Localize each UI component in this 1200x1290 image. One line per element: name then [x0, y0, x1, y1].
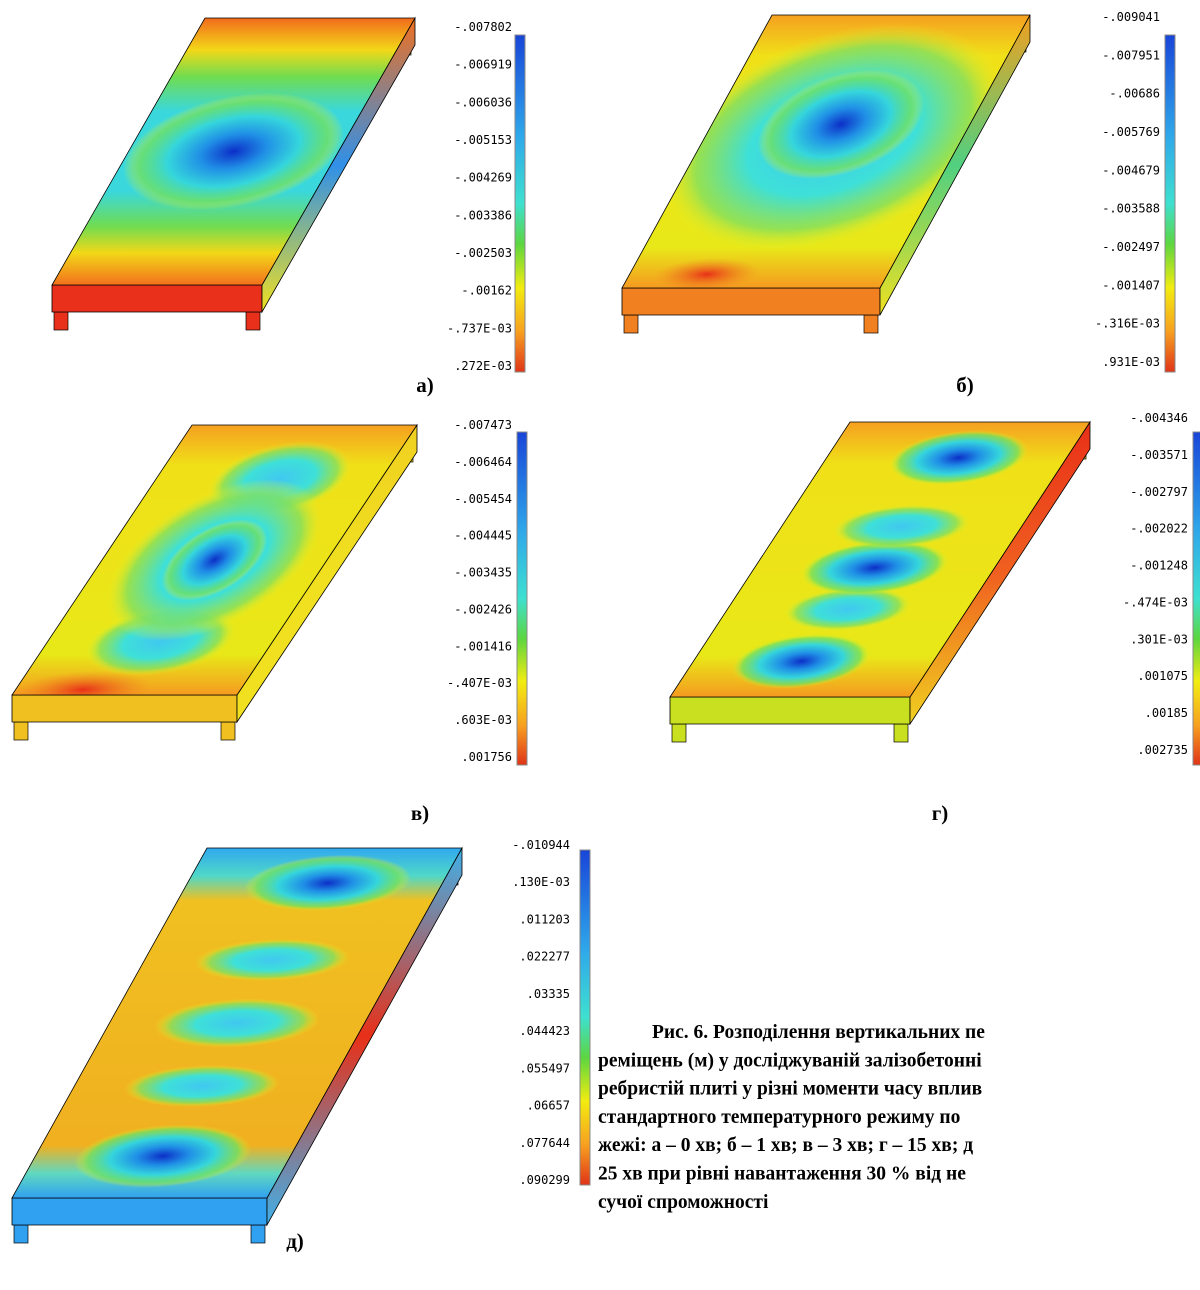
panel: -.007802 -.006919 -.006036 -.005153 -.004269… [52, 18, 525, 397]
front-face [12, 1198, 267, 1225]
panel-label: д) [286, 1229, 304, 1253]
scale-label: -.006464 [454, 455, 512, 469]
top-face [12, 848, 462, 1198]
leg [624, 315, 638, 333]
panel: -.007473 -.006464 -.005454 -.004445 -.003435… [3, 418, 527, 825]
scale-label: .001075 [1137, 669, 1188, 683]
leg [894, 724, 908, 742]
leg [672, 724, 686, 742]
scale-label: .022277 [519, 950, 570, 964]
panel-label: б) [956, 373, 974, 397]
panel: -.009041 -.007951 -.00686 -.005769 -.004679 -… [590, 10, 1175, 397]
caption-line: 25 хв при рівні навантаження 30 % від не [598, 1164, 966, 1185]
scale-label: -.001248 [1130, 559, 1188, 573]
front-face [670, 697, 910, 724]
leg [14, 1225, 28, 1243]
caption-line: стандартного температурного режиму по [598, 1107, 960, 1128]
color-scale [1193, 432, 1200, 765]
scale-label: .055497 [519, 1061, 570, 1075]
top-face [52, 18, 415, 285]
leg [251, 1225, 265, 1243]
scale-label: .090299 [519, 1173, 570, 1187]
scale-label: -.003588 [1102, 202, 1160, 216]
front-face [52, 285, 262, 312]
scale-label: -.316E-03 [1095, 317, 1160, 331]
scale-label: -.006036 [454, 95, 512, 109]
scale-label: -.002426 [454, 602, 512, 616]
caption-line: Рис. 6. Розподілення вертикальних пе [652, 1022, 985, 1043]
front-face [622, 288, 880, 315]
scale-label: -.004346 [1130, 411, 1188, 425]
leg [14, 722, 28, 740]
top-face [3, 425, 417, 709]
front-face [12, 695, 237, 722]
scale-label: -.002797 [1130, 485, 1188, 499]
scale-label: -.003571 [1130, 448, 1188, 462]
caption-line: реміщень (м) у досліджуваній залізобетон… [598, 1050, 982, 1071]
scale-label: -.007802 [454, 20, 512, 34]
scale-label: -.002022 [1130, 522, 1188, 536]
scale-label: -.474E-03 [1123, 595, 1188, 609]
scale-label: -.004679 [1102, 163, 1160, 177]
scale-label: .044423 [519, 1024, 570, 1038]
caption-line: жежі: а – 0 хв; б – 1 хв; в – 3 хв; г – … [598, 1135, 973, 1156]
scale-label: -.001416 [454, 639, 512, 653]
color-scale [580, 850, 590, 1185]
color-scale [515, 35, 525, 372]
scale-label: .06657 [527, 1099, 570, 1113]
scale-label: -.003435 [454, 566, 512, 580]
scale-label: -.004445 [454, 529, 512, 543]
panel-label: а) [416, 373, 434, 397]
panel-label: г) [932, 801, 949, 825]
top-face [590, 15, 1061, 291]
leg [246, 312, 260, 330]
scale-label: .931E-03 [1102, 355, 1160, 369]
scale-label: -.005153 [454, 133, 512, 147]
scale-label: -.737E-03 [447, 321, 512, 335]
color-scale [517, 432, 527, 765]
scale-label: .001756 [461, 750, 512, 764]
leg [864, 315, 878, 333]
scale-label: -.009041 [1102, 10, 1160, 24]
scale-label: -.003386 [454, 208, 512, 222]
figure: -.007802 -.006919 -.006036 -.005153 -.004269… [0, 0, 1200, 1290]
panel-label: в) [411, 801, 429, 825]
scale-label: .603E-03 [454, 713, 512, 727]
scale-label: -.00162 [461, 284, 512, 298]
scale-label: .03335 [527, 987, 570, 1001]
scale-label: -.010944 [512, 838, 570, 852]
scale-label: -.007951 [1102, 48, 1160, 62]
scale-label: -.007473 [454, 418, 512, 432]
top-face [670, 422, 1090, 697]
scale-label: -.005769 [1102, 125, 1160, 139]
scale-label: -.407E-03 [447, 676, 512, 690]
scale-label: .130E-03 [512, 875, 570, 889]
scale-label: .002735 [1137, 743, 1188, 757]
caption-line: сучої спроможності [598, 1192, 769, 1213]
scale-label: .301E-03 [1130, 632, 1188, 646]
panel: -.004346 -.003571 -.002797 -.002022 -.001248… [670, 411, 1200, 825]
scale-label: -.00686 [1109, 87, 1160, 101]
caption-line: ребристій плиті у різні моменти часу впл… [598, 1079, 982, 1100]
scale-label: -.005454 [454, 492, 512, 506]
color-scale [1165, 35, 1175, 372]
scale-label: -.004269 [454, 171, 512, 185]
leg [54, 312, 68, 330]
panel: -.010944 .130E-03 .011203 .022277 .03335 .044… [12, 838, 590, 1253]
scale-label: -.002497 [1102, 240, 1160, 254]
scale-label: -.001407 [1102, 278, 1160, 292]
scale-label: -.006919 [454, 58, 512, 72]
leg [221, 722, 235, 740]
scale-label: .00185 [1145, 706, 1188, 720]
scale-label: .077644 [519, 1136, 570, 1150]
scale-label: .272E-03 [454, 359, 512, 373]
scale-label: .011203 [519, 912, 570, 926]
scale-label: -.002503 [454, 246, 512, 260]
